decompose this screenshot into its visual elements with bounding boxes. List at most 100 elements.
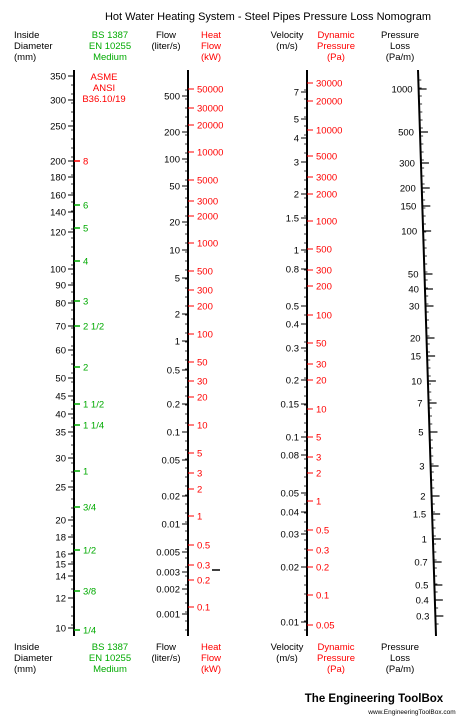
header-bottom-ploss-line: (Pa/m): [386, 664, 415, 675]
flow-tick-label: 0.005: [156, 548, 180, 559]
velocity-tick-label: 0.1: [286, 433, 299, 444]
header-top-flow-line: Flow: [156, 30, 176, 41]
dynamic-tick-label: 20: [316, 376, 327, 387]
velocity-tick-label: 0.5: [286, 302, 299, 313]
diameter-tick-label: 250: [50, 122, 66, 133]
heat-tick-label: 1000: [197, 239, 218, 250]
header-bottom-diameter-line: Inside: [14, 642, 39, 653]
flow-tick-label: 10: [169, 246, 180, 257]
velocity-tick-label: 1: [294, 246, 299, 257]
velocity-tick-label: 0.3: [286, 344, 299, 355]
velocity-tick-label: 0.15: [281, 400, 300, 411]
velocity-tick-label: 0.2: [286, 376, 299, 387]
velocity-tick-label: 0.4: [286, 320, 299, 331]
diameter-tick-label: 25: [55, 483, 66, 494]
heat-tick-label: 20000: [197, 121, 223, 132]
dynamic-tick-label: 30: [316, 360, 327, 371]
header-top-heat-line: (kW): [201, 52, 221, 63]
bs-tick-label: 1: [83, 467, 88, 478]
pressure-loss-tick-label: 15: [411, 352, 422, 363]
header-top-ploss-line: Loss: [390, 41, 410, 52]
velocity-tick-label: 3: [294, 158, 299, 169]
header-top-diameter-line: (mm): [14, 52, 36, 63]
header-bottom-ploss-line: Loss: [390, 653, 410, 664]
heat-tick-label: 3: [197, 469, 202, 480]
dynamic-tick-label: 1: [316, 497, 321, 508]
header-top-diameter-line: Diameter: [14, 41, 53, 52]
diameter-tick-label: 350: [50, 72, 66, 83]
bs-tick-label: 1/4: [83, 626, 96, 637]
bs-tick-label: 2 1/2: [83, 322, 104, 333]
diameter-tick-label: 300: [50, 96, 66, 107]
header-bottom-velocity-line: Velocity: [271, 642, 304, 653]
brand-name: The Engineering ToolBox: [305, 693, 444, 705]
diameter-tick-label: 10: [55, 624, 66, 635]
header-bottom-bs-line: Medium: [93, 664, 127, 675]
header-top-bs-line: BS 1387: [92, 30, 128, 41]
velocity-tick-label: 0.8: [286, 265, 299, 276]
asme-tick-label: 8: [83, 157, 88, 168]
asme-note-line: ASME: [91, 72, 118, 83]
header-bottom-heat-line: (kW): [201, 664, 221, 675]
bs-tick-label: 2: [83, 363, 88, 374]
flow-tick-label: 2: [175, 310, 180, 321]
diameter-tick-label: 60: [55, 346, 66, 357]
pressure-loss-tick-label: 20: [410, 334, 421, 345]
flow-tick-label: 50: [169, 182, 180, 193]
bs-tick-label: 1 1/4: [83, 421, 104, 432]
header-top-ploss-line: (Pa/m): [386, 52, 415, 63]
header-bottom-ploss-line: Pressure: [381, 642, 419, 653]
heat-tick-label: 0.2: [197, 576, 210, 587]
header-top-heat-line: Heat: [201, 30, 221, 41]
header-top-bs-line: Medium: [93, 52, 127, 63]
bs-tick-label: 6: [83, 201, 88, 212]
dynamic-tick-label: 500: [316, 245, 332, 256]
flow-tick-label: 5: [175, 274, 180, 285]
diameter-tick-label: 90: [55, 281, 66, 292]
heat-tick-label: 0.1: [197, 603, 210, 614]
dynamic-tick-label: 50: [316, 339, 327, 350]
heat-tick-label: 50000: [197, 85, 223, 96]
velocity-tick-label: 7: [294, 88, 299, 99]
pressure-loss-tick-label: 0.7: [414, 558, 427, 569]
pressure-loss-tick-label: 0.3: [416, 612, 429, 623]
heat-tick-label: 5000: [197, 176, 218, 187]
dynamic-tick-label: 5: [316, 433, 321, 444]
dynamic-tick-label: 2000: [316, 190, 337, 201]
diameter-tick-label: 80: [55, 299, 66, 310]
diameter-tick-label: 35: [55, 428, 66, 439]
heat-tick-label: 100: [197, 330, 213, 341]
bs-tick-label: 4: [83, 257, 88, 268]
pressure-loss-tick-label: 50: [408, 270, 419, 281]
dynamic-tick-label: 20000: [316, 97, 342, 108]
dynamic-tick-label: 10000: [316, 126, 342, 137]
heat-tick-label: 10000: [197, 148, 223, 159]
heat-tick-label: 0.5: [197, 541, 210, 552]
dynamic-tick-label: 0.5: [316, 526, 329, 537]
pressure-loss-tick-label: 2: [420, 492, 425, 503]
flow-tick-label: 500: [164, 92, 180, 103]
dynamic-tick-label: 30000: [316, 79, 342, 90]
dynamic-tick-label: 0.2: [316, 563, 329, 574]
asme-note-line: ANSI: [93, 83, 115, 94]
velocity-tick-label: 0.08: [281, 451, 300, 462]
flow-tick-label: 0.5: [167, 366, 180, 377]
flow-tick-label: 200: [164, 128, 180, 139]
header-bottom-dynamic-line: Dynamic: [318, 642, 355, 653]
header-bottom-flow-line: (liter/s): [151, 653, 180, 664]
header-top-velocity-line: Velocity: [271, 30, 304, 41]
pressure-loss-tick-label: 40: [408, 285, 419, 296]
velocity-tick-label: 1.5: [286, 214, 299, 225]
pressure-loss-tick-label: 150: [400, 202, 416, 213]
bs-tick-label: 3/4: [83, 503, 96, 514]
pressure-loss-tick-label: 1.5: [413, 510, 426, 521]
bs-tick-label: 1/2: [83, 546, 96, 557]
heat-tick-label: 300: [197, 286, 213, 297]
flow-tick-label: 1: [175, 337, 180, 348]
diameter-tick-label: 100: [50, 265, 66, 276]
diameter-tick-label: 45: [55, 392, 66, 403]
flow-tick-label: 0.2: [167, 400, 180, 411]
heat-tick-label: 5: [197, 449, 202, 460]
